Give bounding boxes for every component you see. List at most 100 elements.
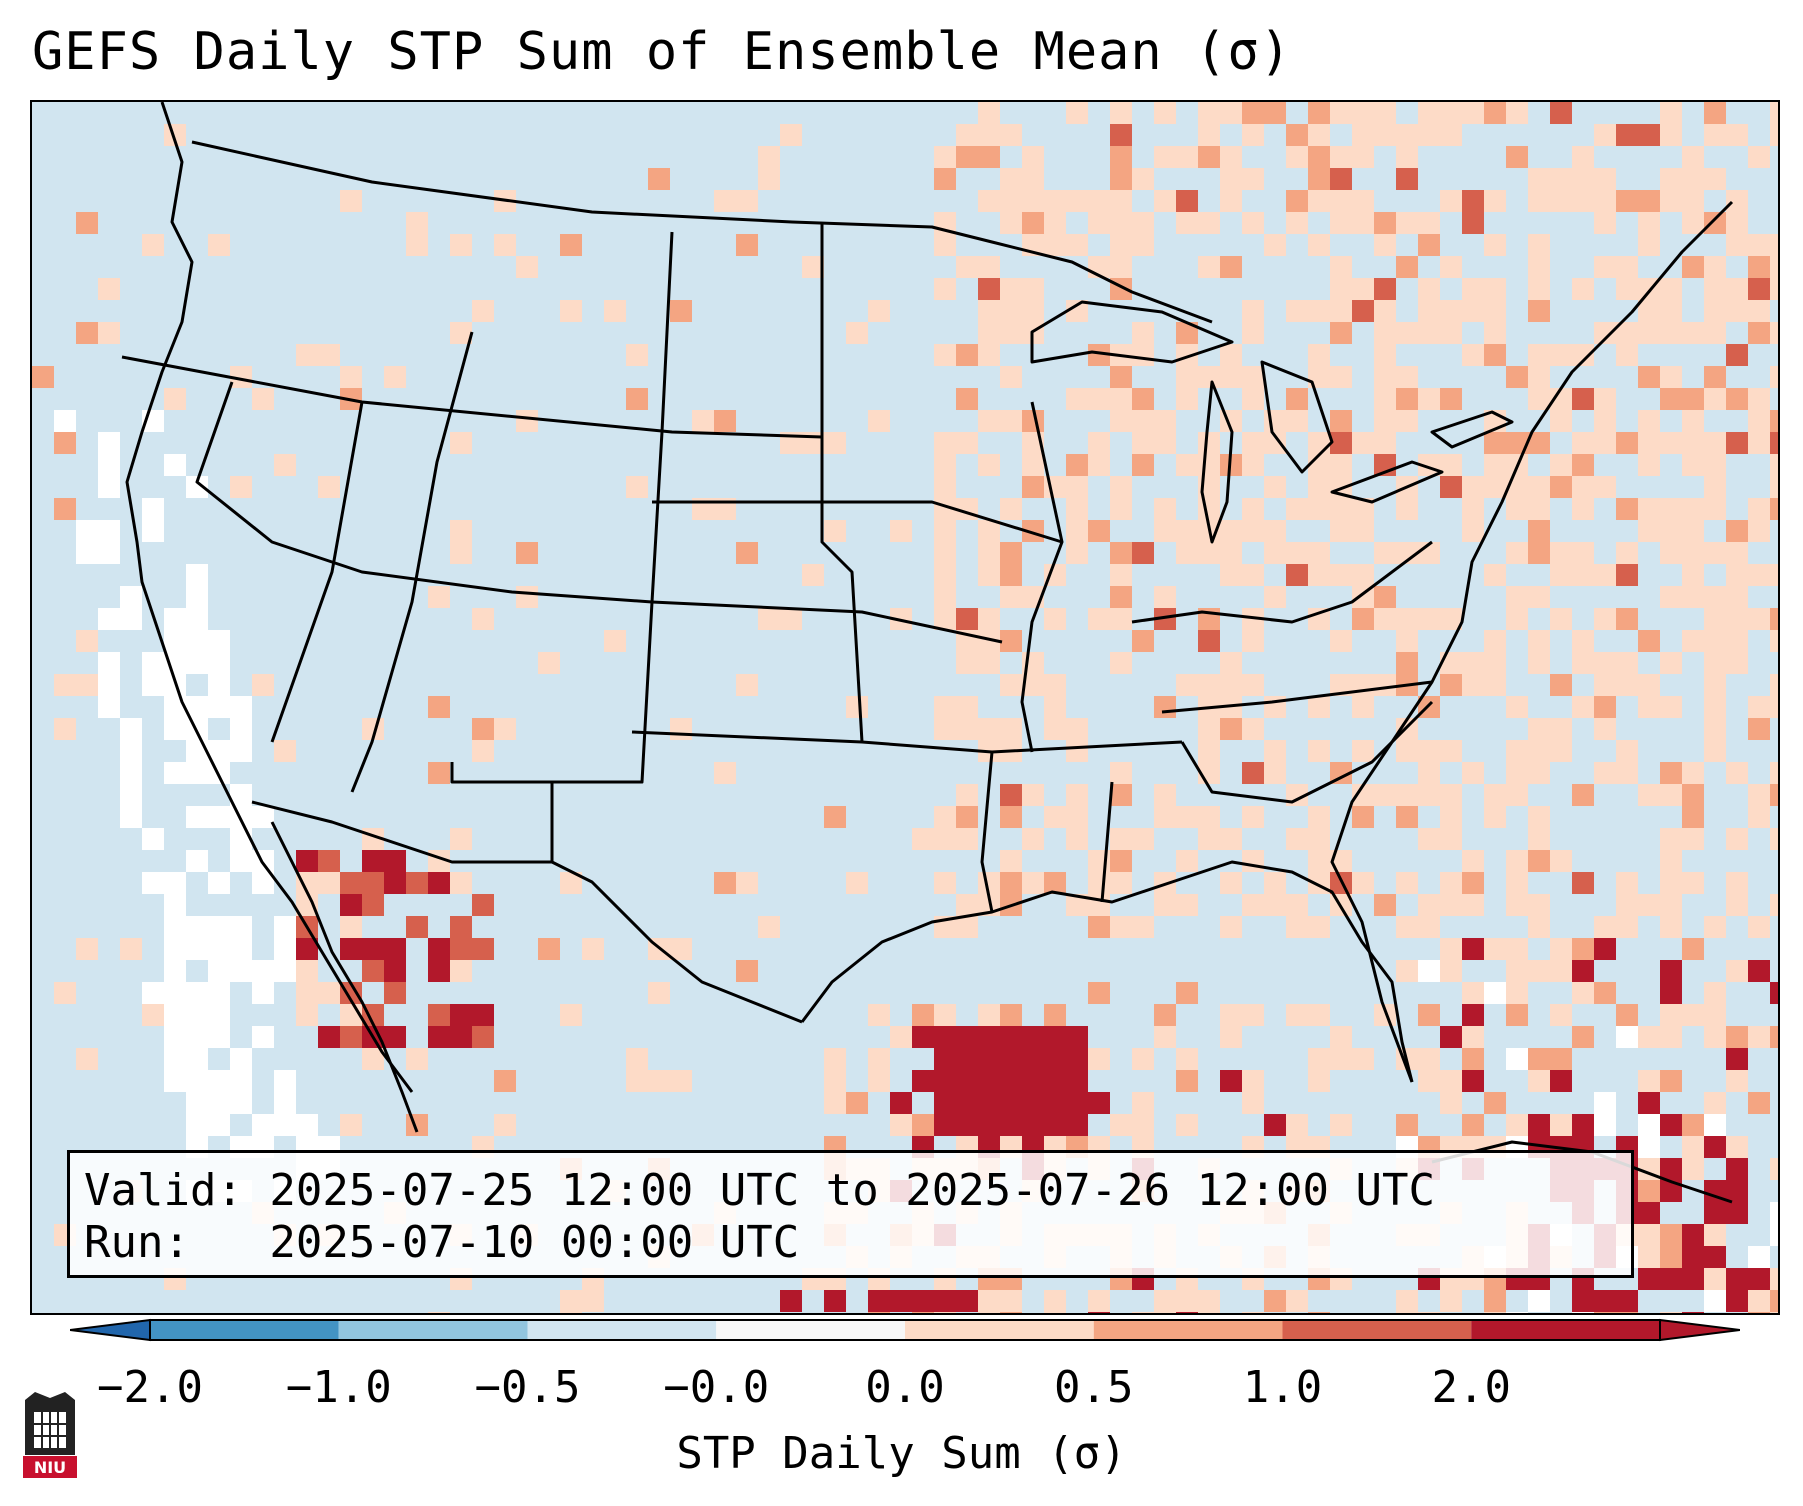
stp-cell: [1484, 564, 1506, 586]
stp-cell: [1594, 762, 1616, 784]
stp-cell: [1418, 300, 1440, 322]
stp-cell: [1220, 564, 1242, 586]
stp-cell: [1594, 1312, 1616, 1313]
stp-cell: [846, 696, 868, 718]
stp-cell: [120, 586, 142, 608]
stp-cell: [1308, 190, 1330, 212]
stp-cell: [1154, 696, 1176, 718]
stp-cell: [230, 740, 252, 762]
stp-cell: [1682, 1224, 1704, 1246]
stp-cell: [1000, 300, 1022, 322]
stp-cell: [1154, 190, 1176, 212]
stp-cell: [1616, 872, 1638, 894]
stp-cell: [934, 608, 956, 630]
stp-cell: [1770, 894, 1778, 916]
stp-cell: [384, 960, 406, 982]
stp-cell: [1374, 432, 1396, 454]
stp-cell: [1176, 542, 1198, 564]
stp-cell: [736, 872, 758, 894]
stp-cell: [318, 1026, 340, 1048]
stp-cell: [1440, 784, 1462, 806]
stp-cell: [98, 476, 120, 498]
stp-cell: [1660, 1004, 1682, 1026]
stp-cell: [1022, 212, 1044, 234]
stp-cell: [1110, 102, 1132, 124]
stp-cell: [956, 256, 978, 278]
stp-cell: [472, 894, 494, 916]
stp-cell: [1418, 960, 1440, 982]
stp-cell: [54, 718, 76, 740]
stp-cell: [956, 388, 978, 410]
stp-cell: [1704, 1290, 1726, 1312]
stp-cell: [1594, 674, 1616, 696]
stp-cell: [934, 146, 956, 168]
stp-cell: [1770, 432, 1778, 454]
stp-cell: [758, 168, 780, 190]
stp-cell: [1000, 1092, 1022, 1114]
stp-cell: [1748, 608, 1770, 630]
stp-cell: [384, 872, 406, 894]
stp-cell: [1374, 124, 1396, 146]
stp-cell: [1594, 212, 1616, 234]
stp-cell: [780, 608, 802, 630]
colorbar-extend-low: [70, 1318, 151, 1342]
stp-cell: [692, 410, 714, 432]
stp-cell: [1176, 212, 1198, 234]
stp-cell: [252, 674, 274, 696]
stp-cell: [934, 476, 956, 498]
stp-cell: [868, 300, 890, 322]
stp-cell: [1418, 762, 1440, 784]
stp-cell: [1044, 212, 1066, 234]
state-line-o: [1131, 540, 1433, 624]
stp-cell: [1704, 454, 1726, 476]
stp-cell: [1594, 718, 1616, 740]
stp-cell: [1506, 894, 1528, 916]
stp-cell: [252, 982, 274, 1004]
stp-cell: [1066, 454, 1088, 476]
stp-cell: [1198, 718, 1220, 740]
stp-cell: [1594, 190, 1616, 212]
stp-cell: [362, 872, 384, 894]
stp-cell: [252, 388, 274, 410]
stp-cell: [1330, 498, 1352, 520]
stp-cell: [868, 1004, 890, 1026]
stp-cell: [1550, 410, 1572, 432]
stp-cell: [1638, 410, 1660, 432]
stp-cell: [934, 1092, 956, 1114]
stp-cell: [560, 1312, 582, 1313]
stp-cell: [98, 674, 120, 696]
stp-cell: [1308, 1004, 1330, 1026]
stp-cell: [98, 608, 120, 630]
stp-cell: [1088, 344, 1110, 366]
stp-cell: [1440, 1092, 1462, 1114]
stp-cell: [1242, 1092, 1264, 1114]
stp-cell: [1506, 872, 1528, 894]
stp-cell: [230, 476, 252, 498]
stp-cell: [846, 872, 868, 894]
stp-cell: [956, 916, 978, 938]
stp-cell: [978, 1312, 1000, 1313]
stp-cell: [1242, 432, 1264, 454]
stp-cell: [1352, 498, 1374, 520]
stp-cell: [1462, 850, 1484, 872]
stp-cell: [1132, 454, 1154, 476]
state-line-p: [1161, 680, 1433, 714]
stp-cell: [1484, 630, 1506, 652]
stp-cell: [1682, 410, 1704, 432]
stp-cell: [1572, 784, 1594, 806]
stp-cell: [1154, 432, 1176, 454]
stp-cell: [1484, 784, 1506, 806]
stp-cell: [1572, 498, 1594, 520]
stp-cell: [1132, 410, 1154, 432]
stp-cell: [1572, 1026, 1594, 1048]
stp-cell: [1660, 828, 1682, 850]
colorbar-segment: [150, 1320, 339, 1340]
stp-cell: [428, 696, 450, 718]
colorbar-tick-label: −0.5: [474, 1362, 581, 1413]
stp-cell: [1176, 1048, 1198, 1070]
stp-cell: [274, 454, 296, 476]
stp-cell: [1770, 476, 1778, 498]
stp-cell: [1594, 1290, 1616, 1312]
valid-run-info-box: Valid: 2025-07-25 12:00 UTC to 2025-07-2…: [67, 1150, 1634, 1278]
stp-cell: [1726, 344, 1748, 366]
